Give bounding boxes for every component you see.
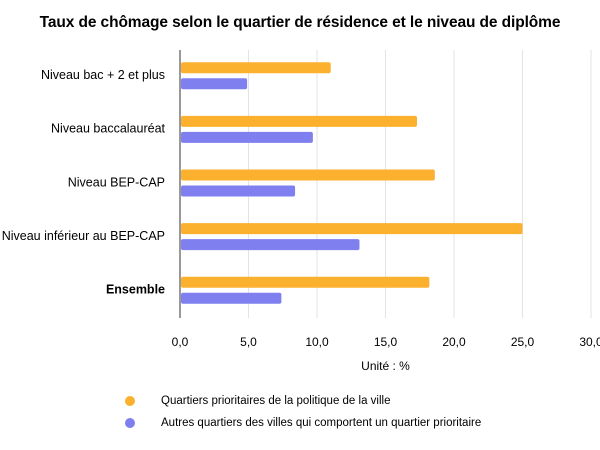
bar-series-2[interactable] xyxy=(181,292,282,304)
legend-label: Quartiers prioritaires de la politique d… xyxy=(161,395,391,407)
bar-series-1[interactable] xyxy=(181,276,430,288)
category-label: Niveau inférieur au BEP-CAP xyxy=(2,229,165,243)
legend: Quartiers prioritaires de la politique d… xyxy=(125,390,481,434)
x-tick-label: 20,0 xyxy=(442,335,466,349)
bar-series-2[interactable] xyxy=(181,78,248,90)
category-label: Ensemble xyxy=(106,282,165,296)
category-label: Niveau bac + 2 et plus xyxy=(41,68,165,82)
gridlines xyxy=(248,50,592,318)
legend-marker-icon xyxy=(125,396,135,406)
bar-series-1[interactable] xyxy=(181,169,435,181)
bar-series-2[interactable] xyxy=(181,131,313,143)
x-tick-label: 0,0 xyxy=(172,335,189,349)
x-tick-label: 30,0 xyxy=(579,335,600,349)
x-tick-label: 15,0 xyxy=(374,335,398,349)
x-tick-label: 5,0 xyxy=(240,335,257,349)
bar-series-1[interactable] xyxy=(181,223,523,235)
category-labels: Niveau bac + 2 et plus Niveau baccalauréa… xyxy=(2,68,166,296)
legend-item-series-2[interactable]: Autres quartiers des villes qui comporte… xyxy=(125,412,481,434)
x-tick-labels: 0,0 5,0 10,0 15,0 20,0 25,0 30,0 xyxy=(172,335,600,349)
bar-series-1[interactable] xyxy=(181,62,331,74)
x-axis-title: Unité : % xyxy=(361,359,410,373)
category-label: Niveau baccalauréat xyxy=(51,122,165,136)
legend-marker-icon xyxy=(125,418,135,428)
legend-item-series-1[interactable]: Quartiers prioritaires de la politique d… xyxy=(125,390,481,412)
x-tick-label: 25,0 xyxy=(511,335,535,349)
bar-series-2[interactable] xyxy=(181,185,296,197)
bars xyxy=(181,62,523,304)
category-label: Niveau BEP-CAP xyxy=(68,175,165,189)
legend-label: Autres quartiers des villes qui comporte… xyxy=(161,417,482,429)
x-tick-label: 10,0 xyxy=(305,335,329,349)
bar-series-1[interactable] xyxy=(181,115,418,127)
bar-series-2[interactable] xyxy=(181,239,360,251)
chart-title: Taux de chômage selon le quartier de rés… xyxy=(39,14,561,31)
